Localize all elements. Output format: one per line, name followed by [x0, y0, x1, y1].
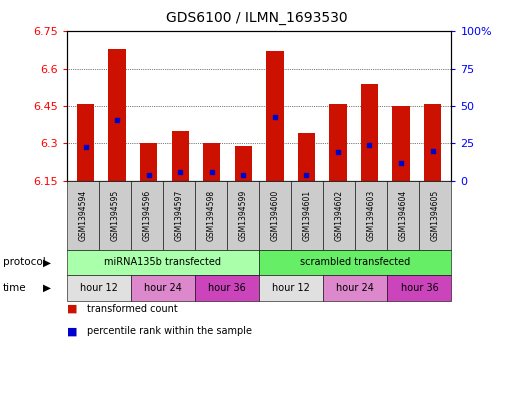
Bar — [171, 131, 189, 181]
Text: GSM1394600: GSM1394600 — [270, 189, 280, 241]
Bar — [424, 104, 441, 181]
Bar — [140, 143, 157, 181]
Text: protocol: protocol — [3, 257, 45, 267]
Bar — [298, 134, 315, 181]
Text: GSM1394603: GSM1394603 — [367, 189, 376, 241]
Text: GSM1394602: GSM1394602 — [334, 189, 344, 241]
Bar — [234, 146, 252, 181]
Text: hour 12: hour 12 — [80, 283, 117, 293]
Text: ■: ■ — [67, 326, 77, 336]
Text: hour 36: hour 36 — [208, 283, 246, 293]
Text: GSM1394599: GSM1394599 — [239, 189, 248, 241]
Bar — [77, 104, 94, 181]
Text: GSM1394605: GSM1394605 — [431, 189, 440, 241]
Text: GDS6100 / ILMN_1693530: GDS6100 / ILMN_1693530 — [166, 11, 347, 25]
Text: scrambled transfected: scrambled transfected — [300, 257, 410, 267]
Bar — [361, 84, 378, 181]
Bar — [329, 104, 347, 181]
Bar — [266, 51, 284, 181]
Text: transformed count: transformed count — [87, 303, 178, 314]
Text: time: time — [3, 283, 26, 293]
Text: GSM1394598: GSM1394598 — [206, 189, 215, 241]
Text: ■: ■ — [67, 303, 77, 314]
Text: hour 36: hour 36 — [401, 283, 438, 293]
Text: GSM1394597: GSM1394597 — [174, 189, 184, 241]
Text: GSM1394604: GSM1394604 — [399, 189, 408, 241]
Text: GSM1394595: GSM1394595 — [110, 189, 120, 241]
Text: hour 24: hour 24 — [144, 283, 182, 293]
Bar — [108, 49, 126, 181]
Text: ▶: ▶ — [43, 283, 51, 293]
Text: ▶: ▶ — [43, 257, 51, 267]
Text: GSM1394594: GSM1394594 — [78, 189, 87, 241]
Text: hour 24: hour 24 — [337, 283, 374, 293]
Text: GSM1394596: GSM1394596 — [142, 189, 151, 241]
Text: miRNA135b transfected: miRNA135b transfected — [104, 257, 222, 267]
Bar — [392, 106, 410, 181]
Text: GSM1394601: GSM1394601 — [303, 189, 312, 241]
Bar — [203, 143, 221, 181]
Text: hour 12: hour 12 — [272, 283, 310, 293]
Text: percentile rank within the sample: percentile rank within the sample — [87, 326, 252, 336]
